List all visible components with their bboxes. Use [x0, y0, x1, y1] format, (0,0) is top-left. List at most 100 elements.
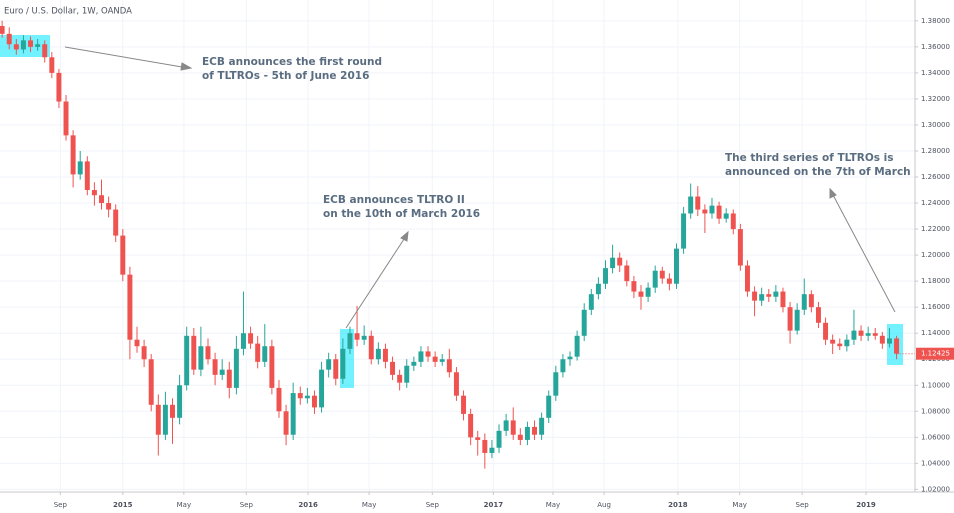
candle-body: [35, 44, 41, 47]
candle-body: [702, 209, 708, 214]
candle-body: [603, 268, 608, 284]
x-tick-label: Sep: [240, 501, 254, 509]
candle-body: [453, 372, 459, 396]
y-tick-label: 1.38000: [921, 17, 950, 25]
x-tick-label: Sep: [796, 501, 810, 509]
candle-body: [617, 257, 623, 266]
candle-body: [588, 294, 594, 310]
annotation: ECB announces the first round: [202, 56, 382, 68]
candle-body: [368, 335, 374, 360]
candle-body: [361, 335, 367, 340]
candle-body: [226, 369, 232, 388]
x-tick-label: 2018: [668, 501, 688, 509]
candle-body: [233, 348, 239, 388]
candle-body: [0, 26, 5, 34]
candle-body: [13, 44, 19, 50]
y-tick-label: 1.36000: [921, 43, 950, 51]
candle-body: [248, 333, 254, 344]
candle-body: [695, 196, 701, 210]
candle-body: [652, 270, 658, 288]
candle-body: [63, 101, 69, 136]
candle-body: [510, 420, 516, 435]
candles: [0, 20, 900, 469]
candle-body: [489, 447, 495, 453]
annotation: The third series of TLTROs is: [725, 152, 894, 164]
candle-body: [283, 411, 289, 435]
y-tick-label: 1.16000: [921, 303, 950, 311]
candle-body: [461, 395, 467, 414]
axes: 1.020001.040001.060001.080001.100001.120…: [54, 17, 954, 509]
candle-body: [858, 330, 864, 336]
y-tick-label: 1.32000: [921, 95, 950, 103]
candle-body: [475, 437, 481, 440]
candle-body: [134, 339, 140, 347]
arrows: [64, 46, 896, 329]
candle-body: [844, 339, 850, 347]
candle-body: [56, 72, 62, 102]
arrow-head: [400, 230, 409, 242]
candle-body: [794, 309, 800, 331]
chart-title: Euro / U.S. Dollar, 1W, OANDA: [4, 7, 132, 17]
x-tick-label: 2016: [298, 501, 318, 509]
x-tick-label: 2019: [856, 501, 876, 509]
candle-body: [269, 346, 275, 388]
candle-body: [709, 205, 715, 214]
candle-body: [382, 348, 388, 362]
candle-body: [77, 161, 83, 175]
x-tick-label: May: [177, 501, 191, 509]
candle-body: [631, 281, 637, 292]
candle-body: [468, 413, 474, 438]
candle-body: [610, 257, 616, 269]
candle-body: [6, 33, 12, 45]
x-tick-label: Aug: [597, 501, 611, 509]
candle-body: [375, 348, 381, 360]
candle-body: [397, 374, 403, 383]
candle-body: [99, 195, 104, 204]
candle-body: [84, 161, 90, 191]
candle-body: [127, 274, 133, 340]
candle-body: [255, 343, 261, 362]
candle-body: [524, 426, 530, 440]
candle-body: [737, 229, 743, 266]
candle-body: [162, 404, 168, 435]
annotation: on the 10th of March 2016: [323, 208, 480, 220]
candle-body: [879, 335, 885, 344]
y-tick-label: 1.06000: [921, 433, 950, 441]
candle-body: [744, 265, 750, 292]
candle-body: [666, 278, 672, 284]
candle-body: [581, 309, 587, 336]
candle-body: [425, 351, 431, 357]
candle-body: [120, 235, 126, 275]
candle-body: [333, 359, 339, 379]
candle-body: [723, 213, 729, 219]
candle-body: [418, 351, 424, 362]
y-tick-label: 1.34000: [921, 69, 950, 77]
candle-body: [205, 346, 211, 360]
candle-body: [681, 213, 687, 249]
y-tick-label: 1.20000: [921, 251, 950, 259]
arrow-head: [829, 187, 837, 199]
y-tick-label: 1.08000: [921, 407, 950, 415]
arrow: [831, 192, 896, 313]
annotation: ECB announces TLTRO II: [323, 194, 465, 206]
x-tick-label: 2015: [113, 501, 133, 509]
candle-body: [354, 333, 360, 340]
candle-body: [560, 359, 566, 373]
x-tick-label: Sep: [54, 501, 68, 509]
candle-body: [212, 359, 218, 375]
y-tick-label: 1.10000: [921, 381, 950, 389]
candle-body: [177, 385, 183, 418]
candle-body: [28, 40, 34, 47]
candle-body: [503, 420, 509, 431]
candle-body: [262, 346, 268, 362]
x-tick-label: May: [362, 501, 376, 509]
candle-body: [49, 57, 55, 73]
y-tick-label: 1.18000: [921, 277, 950, 285]
annotation: announced on the 7th of March: [725, 166, 911, 178]
candle-body: [113, 209, 119, 236]
candle-body: [297, 393, 303, 399]
candle-body: [759, 294, 765, 301]
candle-body: [766, 294, 772, 297]
candle-body: [42, 44, 48, 58]
